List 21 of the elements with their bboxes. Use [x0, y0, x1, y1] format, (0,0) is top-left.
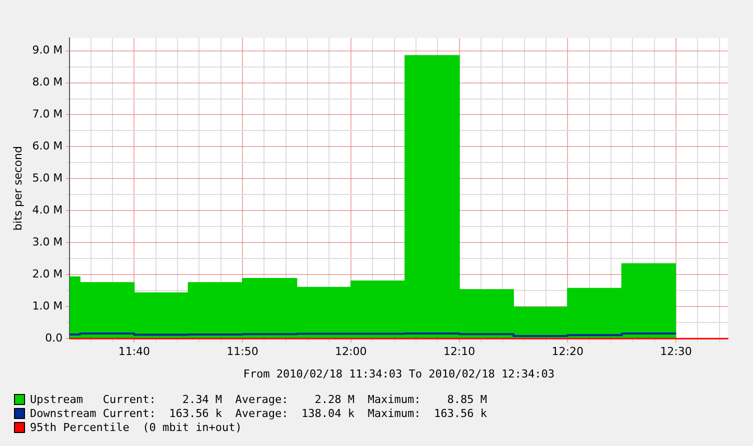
y-tick-label: 8.0 M: [32, 76, 63, 89]
y-tick-label: 9.0 M: [32, 44, 63, 57]
text: Upstream Current: 2.34 M Average: 2.28 M Maximum: 8.85 M: [30, 392, 487, 406]
x-tick-label: 12:20: [552, 345, 584, 358]
legend-label: 95th Percentile (0 mbit in+out): [30, 420, 242, 434]
y-tick-label: 2.0 M: [32, 268, 63, 280]
x-tick-label: 12:00: [335, 345, 367, 358]
y-tick-label: 0.0: [45, 331, 63, 344]
y-tick-label: 3.0 M: [32, 236, 63, 249]
x-axis-title: From 2010/02/18 11:34:03 To 2010/02/18 12:34:03: [243, 367, 554, 380]
x-tick-label: 12:10: [443, 345, 476, 358]
y-axis-title: bits per second: [11, 146, 24, 231]
y-tick-label: 1.0 M: [32, 299, 63, 312]
x-tick-label: 12:30: [660, 345, 692, 358]
y-tick-label: 4.0 M: [32, 204, 63, 217]
y-tick-label: 6.0 M: [32, 140, 63, 153]
y-tick-label: 7.0 M: [32, 108, 63, 121]
x-tick-label: 11:40: [118, 345, 150, 358]
x-tick-label: 11:50: [226, 345, 258, 358]
text: Downstream Current: 163.56 k Average: 138.04 k Maximum: 163.56 k: [30, 406, 487, 420]
y-tick-label: 5.0 M: [32, 172, 63, 185]
